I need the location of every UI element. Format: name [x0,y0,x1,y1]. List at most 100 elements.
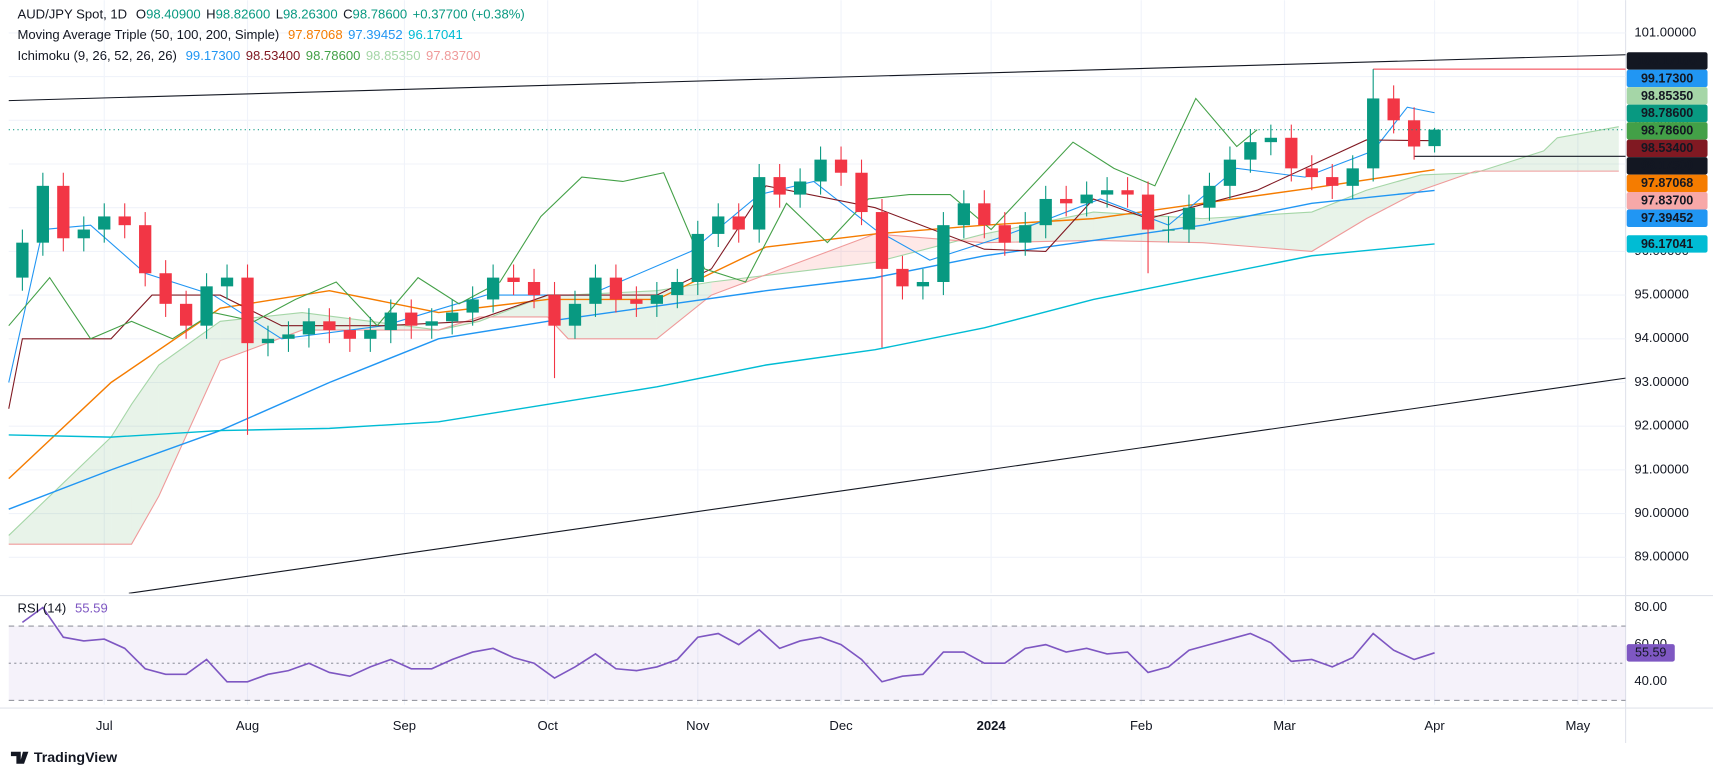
candle-body [855,172,868,213]
candle-body [1367,98,1380,169]
cloud-fill [8,437,112,545]
candle-body [57,185,70,239]
price-tag [1626,52,1708,70]
legend-item-value: 97.39452 [348,28,403,43]
candle-body [282,334,295,339]
x-tick-label: May [1565,718,1590,733]
price-tag [1626,209,1708,228]
x-tick-label: Jul [96,718,113,733]
candle-body [466,299,479,313]
candle-body [568,303,582,326]
candle-body [957,203,970,226]
tradingview-logo: TradingView [10,750,118,766]
cloud-fill [111,404,132,545]
price-tag [1626,192,1708,210]
price-tag-label: 97.87068 [1641,176,1693,190]
x-tick-label: 2024 [977,718,1007,733]
legend-item-label: C [343,7,352,22]
candle-body [261,338,275,344]
candle-body [712,216,725,234]
x-tick-label: Mar [1273,718,1296,733]
candle-body [814,159,827,182]
cloud-span-b [8,170,1619,545]
price-tag-label: 98.78600 [1641,106,1693,120]
candle-body [98,216,111,230]
candle-body [916,281,930,287]
legend-title: Moving Average Triple (50, 100, 200, Sim… [17,28,279,43]
legend-item-value: 98.78600 [306,48,361,63]
candle-body [36,185,49,243]
rsi-pane [8,598,1626,705]
legend-title: AUD/JPY Spot, 1D [17,7,127,22]
legend-item-value: 97.83700 [426,48,481,63]
x-tick-label: Apr [1424,718,1445,733]
cloud-span-a [8,126,1619,536]
cloud-fill [1543,137,1558,172]
x-tick-label: Aug [236,718,259,733]
candle-body [446,312,459,322]
trendline [8,54,1626,102]
x-tick-label: Dec [829,718,853,733]
candle-body [1060,198,1073,204]
ichimoku-conversion [8,106,1435,383]
candle-body [200,286,213,326]
candle-body [1407,120,1421,147]
candle-body [1019,225,1032,243]
price-tag-label: 98.85350 [1641,89,1693,103]
candle-body [732,216,745,230]
cloud-fill [158,321,221,497]
candle-body [323,321,336,331]
price-tag [1626,139,1708,158]
candle-body [179,303,193,326]
candle-body [937,225,950,282]
candle-body [773,177,786,195]
candle-body [507,277,520,282]
candle-body [425,321,438,326]
candle-body [589,277,602,304]
candle-body [630,299,643,304]
legend-row: Moving Average Triple (50, 100, 200, Sim… [17,28,462,43]
candle-body [998,225,1011,243]
price-tag [1626,235,1708,253]
price-tag-label: 98.78600 [1641,124,1693,138]
legend-item-value: 98.85350 [366,48,421,63]
candle-body [1285,137,1298,169]
candle-body [753,177,766,230]
candle-body [875,212,889,269]
legend-item-value: 98.26300 [283,7,338,22]
candle-body [1100,190,1114,195]
y-tick-label: 90.00000 [1634,505,1689,520]
legend-item-value: 98.40900 [146,7,201,22]
price-tag [1626,104,1708,123]
cloud-fill [1202,212,1312,252]
candle-body [1326,177,1339,186]
candle-body [364,330,377,339]
x-tick-label: Sep [393,718,416,733]
price-tag-label: 99.17300 [1641,71,1693,85]
rsi-line [21,606,1435,683]
ichimoku-lagging [8,97,1258,340]
candle-body [671,281,684,296]
candle-body [16,242,29,278]
legend-item-value: 98.78600 [353,7,408,22]
candle-body [1121,190,1134,195]
candle-body [978,203,991,226]
legend-item-label: O [136,7,146,22]
rsi-tick-label: 80.00 [1634,599,1667,614]
y-tick-label: 89.00000 [1634,549,1689,564]
candle-body [548,295,561,326]
candle-body [343,330,356,339]
price-tag [1626,122,1708,140]
candle-body [77,229,90,239]
candle-body [302,321,316,335]
candle-body [1305,168,1318,178]
candle-body [486,277,500,300]
candle-body [1346,168,1359,186]
cloud-fill [1311,190,1367,252]
x-tick-label: Nov [686,718,710,733]
price-tag-label: 97.39452 [1641,211,1693,225]
logo-mark [10,751,29,764]
price-tag-label: 100.17100 [1637,54,1696,68]
candle-body [1387,98,1400,121]
candle-body [1203,185,1216,208]
